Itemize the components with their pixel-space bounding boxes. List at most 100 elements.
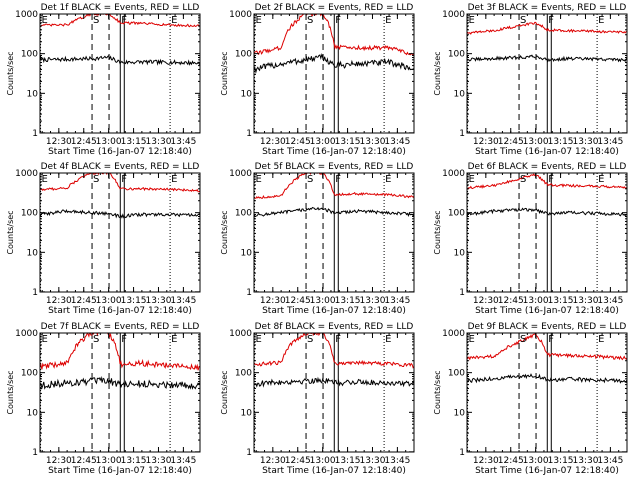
x-tick-label: 12:30 bbox=[260, 137, 286, 147]
series-line-lld bbox=[40, 173, 200, 193]
x-tick-label: 12:45 bbox=[285, 456, 311, 466]
x-tick-label: 13:15 bbox=[335, 296, 361, 306]
x-tick-label: 13:15 bbox=[121, 456, 147, 466]
marker-label-s: S bbox=[520, 15, 526, 26]
marker-label-s: S bbox=[93, 334, 99, 345]
chart-panel-7: Det 7f BLACK = Events, RED = LLD E S F E 1 10 1… bbox=[6, 322, 201, 476]
y-tick-label: 10 bbox=[241, 89, 253, 99]
plot-frame bbox=[39, 332, 201, 453]
y-tick-label: 100 bbox=[448, 50, 465, 60]
x-axis-label: Start Time (16-Jan-07 12:18:40) bbox=[48, 306, 192, 316]
y-tick-label: 1000 bbox=[15, 329, 38, 339]
x-axis-label: Start Time (16-Jan-07 12:18:40) bbox=[48, 466, 192, 476]
series-line-lld bbox=[40, 333, 200, 371]
y-tick-label: 1 bbox=[246, 129, 252, 139]
x-tick-label: 12:30 bbox=[46, 456, 72, 466]
y-tick-label: 1 bbox=[32, 129, 38, 139]
y-axis-label: Counts/sec bbox=[6, 370, 15, 414]
y-tick-label: 100 bbox=[235, 50, 252, 60]
x-tick-label: 13:45 bbox=[384, 456, 410, 466]
series-line-events bbox=[40, 209, 200, 219]
series-line-events bbox=[40, 54, 200, 66]
marker-label-e: E bbox=[385, 15, 391, 26]
x-tick-label: 12:45 bbox=[498, 456, 524, 466]
y-tick-label: 1 bbox=[459, 448, 465, 458]
x-tick-label: 13:00 bbox=[96, 296, 122, 306]
chart-title: Det 9f BLACK = Events, RED = LLD bbox=[468, 322, 627, 332]
x-tick-label: 13:30 bbox=[146, 456, 172, 466]
marker-label-e: E bbox=[598, 174, 604, 185]
x-tick-label: 13:45 bbox=[170, 296, 196, 306]
marker-label-e: E bbox=[171, 15, 177, 26]
x-axis-label: Start Time (16-Jan-07 12:18:40) bbox=[48, 147, 192, 157]
x-axis-label: Start Time (16-Jan-07 12:18:40) bbox=[262, 147, 406, 157]
marker-label-e: E bbox=[469, 334, 475, 345]
y-tick-label: 100 bbox=[21, 209, 38, 219]
marker-label-s: S bbox=[307, 174, 313, 185]
x-axis-label: Start Time (16-Jan-07 12:18:40) bbox=[262, 466, 406, 476]
chart-panel-3: Det 3f BLACK = Events, RED = LLD E S F E 1 10 1… bbox=[433, 3, 628, 157]
x-tick-label: 13:30 bbox=[360, 296, 386, 306]
x-tick-label: 13:00 bbox=[96, 137, 122, 147]
x-tick-label: 12:45 bbox=[71, 296, 97, 306]
series-line-events bbox=[467, 207, 627, 217]
x-axis-label: Start Time (16-Jan-07 12:18:40) bbox=[475, 466, 619, 476]
chart-panel-5: Det 5f BLACK = Events, RED = LLD E S F E 1 10 1… bbox=[220, 162, 415, 316]
y-tick-label: 100 bbox=[21, 369, 38, 379]
y-tick-label: 10 bbox=[27, 408, 39, 418]
x-tick-label: 12:45 bbox=[71, 456, 97, 466]
y-tick-label: 10 bbox=[454, 248, 466, 258]
marker-label-e: E bbox=[385, 174, 391, 185]
y-tick-label: 10 bbox=[454, 89, 466, 99]
x-tick-label: 12:45 bbox=[285, 137, 311, 147]
y-tick-label: 1 bbox=[459, 288, 465, 298]
x-tick-label: 12:45 bbox=[498, 137, 524, 147]
marker-label-e: E bbox=[256, 174, 262, 185]
x-tick-label: 13:30 bbox=[146, 137, 172, 147]
x-tick-label: 13:00 bbox=[523, 137, 549, 147]
y-axis-label: Counts/sec bbox=[220, 370, 229, 414]
x-tick-label: 13:45 bbox=[597, 456, 623, 466]
marker-label-s: S bbox=[93, 174, 99, 185]
marker-label-s: S bbox=[307, 334, 313, 345]
series-line-lld bbox=[467, 173, 627, 190]
marker-label-e: E bbox=[171, 174, 177, 185]
y-tick-label: 100 bbox=[448, 369, 465, 379]
y-tick-label: 1000 bbox=[229, 169, 252, 179]
marker-label-s: S bbox=[520, 174, 526, 185]
plot-frame bbox=[253, 13, 415, 134]
marker-label-f: F bbox=[548, 334, 554, 345]
x-tick-label: 12:45 bbox=[285, 296, 311, 306]
chart-title: Det 7f BLACK = Events, RED = LLD bbox=[41, 322, 200, 332]
x-tick-label: 13:30 bbox=[573, 296, 599, 306]
x-tick-label: 13:30 bbox=[573, 137, 599, 147]
x-tick-label: 13:45 bbox=[597, 296, 623, 306]
x-tick-label: 13:15 bbox=[335, 137, 361, 147]
series-line-lld bbox=[254, 333, 414, 369]
marker-label-e: E bbox=[171, 334, 177, 345]
plot-frame bbox=[39, 13, 201, 134]
series-line-lld bbox=[467, 21, 627, 35]
marker-label-s: S bbox=[307, 15, 313, 26]
x-tick-label: 13:00 bbox=[523, 296, 549, 306]
x-tick-label: 12:30 bbox=[260, 456, 286, 466]
y-axis-label: Counts/sec bbox=[6, 51, 15, 95]
marker-label-e: E bbox=[42, 174, 48, 185]
y-axis-label: Counts/sec bbox=[220, 51, 229, 95]
chart-title: Det 1f BLACK = Events, RED = LLD bbox=[41, 3, 200, 13]
chart-title: Det 3f BLACK = Events, RED = LLD bbox=[468, 3, 627, 13]
x-tick-label: 13:45 bbox=[384, 296, 410, 306]
marker-label-e: E bbox=[385, 334, 391, 345]
chart-panel-4: Det 4f BLACK = Events, RED = LLD E S F E 1 10 1… bbox=[6, 162, 201, 316]
chart-title: Det 5f BLACK = Events, RED = LLD bbox=[255, 162, 414, 172]
marker-label-f: F bbox=[548, 15, 554, 26]
marker-label-f: F bbox=[335, 334, 341, 345]
x-tick-label: 13:00 bbox=[310, 296, 336, 306]
y-tick-label: 100 bbox=[235, 209, 252, 219]
x-tick-label: 12:30 bbox=[46, 296, 72, 306]
x-tick-label: 13:45 bbox=[597, 137, 623, 147]
y-tick-label: 100 bbox=[21, 50, 38, 60]
x-tick-label: 13:00 bbox=[96, 456, 122, 466]
